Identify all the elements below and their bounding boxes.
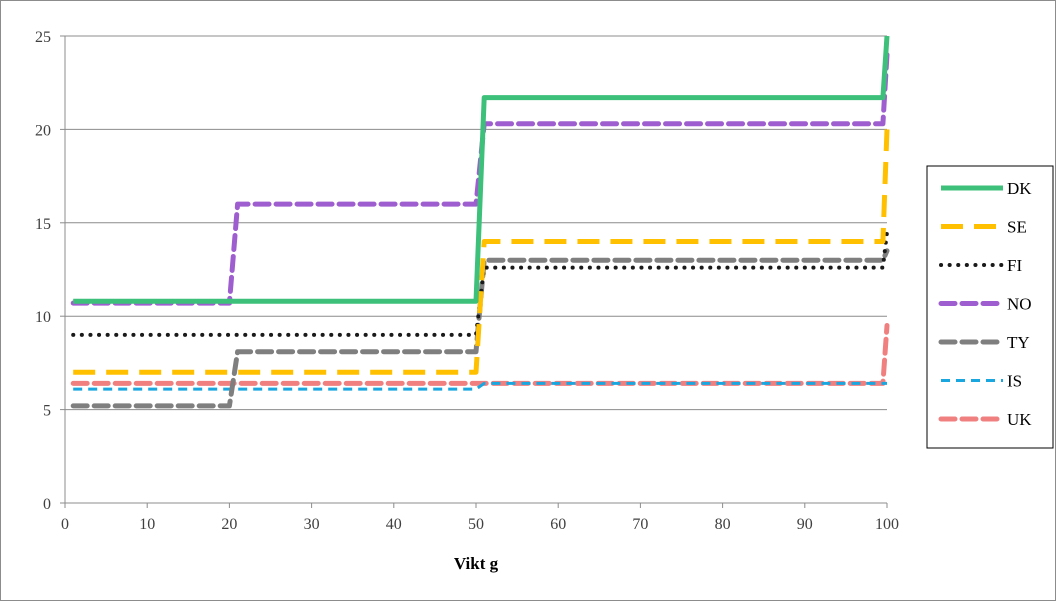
x-tick-label: 60 — [550, 516, 566, 533]
series-line-fi — [71, 230, 889, 337]
x-tick-label: 40 — [386, 516, 402, 533]
x-tick-label: 90 — [797, 516, 813, 533]
x-tick-label: 30 — [304, 516, 320, 533]
y-tick-label: 15 — [35, 216, 51, 233]
x-tick-label: 50 — [468, 516, 484, 533]
legend-box — [926, 165, 1054, 449]
x-tick-label: 100 — [875, 516, 899, 533]
legend-label-se: SE — [1007, 218, 1027, 237]
y-tick-label: 5 — [43, 403, 51, 420]
y-tick-label: 0 — [43, 496, 51, 513]
y-tick-label: 25 — [35, 29, 51, 46]
x-tick-label: 0 — [61, 516, 69, 533]
x-tick-label: 70 — [632, 516, 648, 533]
x-tick-label: 20 — [221, 516, 237, 533]
legend-label-uk: UK — [1007, 410, 1032, 429]
y-tick-label: 10 — [35, 309, 51, 326]
y-tick-label: 20 — [35, 122, 51, 139]
series-line-se — [73, 129, 890, 375]
legend-label-no: NO — [1007, 295, 1032, 314]
x-tick-label: 10 — [139, 516, 155, 533]
series-line-dk — [73, 35, 890, 304]
legend-label-dk: DK — [1007, 179, 1032, 198]
x-axis-title: Vikt g — [454, 554, 499, 573]
x-tick-label: 80 — [715, 516, 731, 533]
legend-label-is: IS — [1007, 372, 1022, 391]
legend-label-ty: TY — [1007, 333, 1030, 352]
legend-label-fi: FI — [1007, 256, 1022, 275]
series-line-is — [73, 381, 887, 391]
